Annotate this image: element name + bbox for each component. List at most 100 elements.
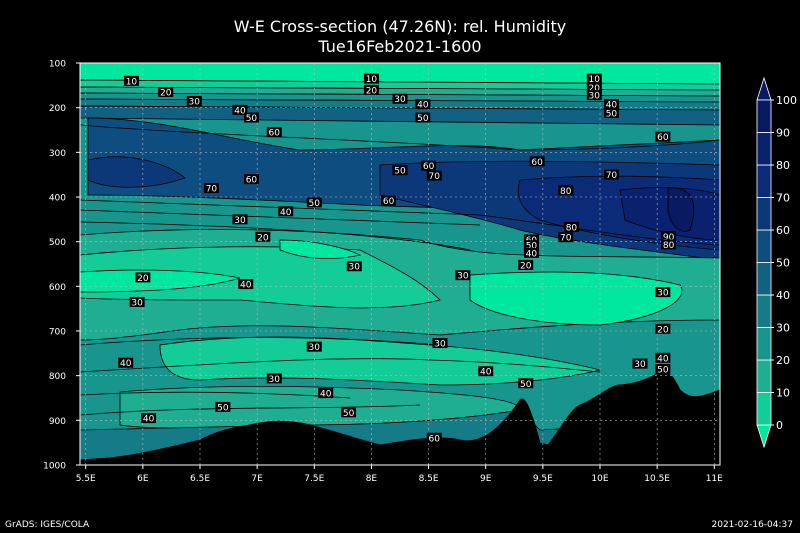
contour-label: 20 [589,84,601,94]
contour-label: 30 [309,343,321,353]
contour-label: 40 [120,359,132,369]
contour-label: 50 [606,110,618,120]
colorbar-segment [756,132,772,166]
chart-title: W-E Cross-section (47.26N): rel. Humidit… [233,17,567,36]
y-tick-label: 600 [49,283,66,293]
contour-label: 30 [394,95,406,105]
contour-label-bg [306,341,322,352]
contour-label-bg [415,112,431,123]
contour-label: 60 [383,197,395,207]
contour-label: 50 [309,199,321,209]
contour-label: 40 [606,101,618,111]
contour-label: 40 [417,101,429,111]
x-tick-label: 7E [251,474,263,484]
contour-label-bg [232,214,248,225]
chart-subtitle: Tue16Feb2021-1600 [318,37,482,56]
contour-label-bg [586,90,602,101]
contour-region-d7 [87,156,186,188]
contour-label: 50 [657,365,669,375]
contour-label: 50 [246,114,258,124]
contour-line [80,391,351,399]
colorbar-segment [756,164,772,198]
colorbar-label: 30 [776,322,790,335]
contour-label: 80 [566,223,578,233]
contour-label-bg [232,104,248,115]
contour-label-bg [661,231,677,242]
contour-line [80,358,601,373]
contour-label: 60 [423,162,435,172]
plot-frame [79,62,721,466]
humidity-field [80,63,720,465]
contour-label: 20 [366,86,378,96]
contour-label: 40 [480,368,492,378]
colorbar-segment [756,99,772,133]
contour-label: 80 [663,241,675,251]
gridlines [80,62,720,466]
contour-label-bg [455,270,471,281]
colorbar-segment [756,229,772,263]
colorbar-label: 70 [776,192,790,205]
contour-label-bg [306,197,322,208]
contour-label: 20 [137,274,149,284]
colorbar-label: 60 [776,224,790,237]
contour-label-bg [586,73,602,84]
contour-label-bg [266,373,282,384]
contour-label-bg [392,93,408,104]
contour-label-bg [518,378,534,389]
contour-label: 40 [526,249,538,259]
contour-line [80,209,481,226]
contour-label-bg [558,185,574,196]
contour-label: 70 [206,185,218,195]
contour-label-bg [141,413,157,424]
contour-label: 80 [560,187,572,197]
y-tick-label: 1000 [43,462,66,472]
colorbar-label: 50 [776,257,790,270]
contour-label: 40 [143,415,155,425]
contour-label: 50 [217,403,229,413]
contour-label: 30 [349,263,361,273]
contour-line [80,337,441,346]
footer-software-label: GrADS: IGES/COLA [5,520,90,530]
contour-label-bg [632,358,648,369]
contour-label: 40 [234,106,246,116]
contour-label-bg [655,287,671,298]
colorbar-segment [756,197,772,231]
colorbar-segment [756,359,772,393]
contour-label: 50 [343,409,355,419]
contour-label-bg [603,108,619,119]
contour-label-bg [426,170,442,181]
colorbar-label: 0 [776,419,783,432]
contour-label: 70 [606,171,618,181]
contour-label: 50 [394,167,406,177]
contour-label-bg [421,160,437,171]
contour-label: 20 [257,233,269,243]
colorbar-label: 80 [776,159,790,172]
contour-label: 40 [280,208,292,218]
contour-label-bg [603,169,619,180]
contour-label-bg [603,99,619,110]
contour-label: 30 [131,298,143,308]
contour-label-bg [523,240,539,251]
x-tick-label: 7.5E [304,474,324,484]
contour-label-bg [655,363,671,374]
contour-label-bg [655,352,671,363]
contour-label-bg [341,407,357,418]
contour-line [80,124,720,151]
contour-line [80,199,720,246]
contour-label-bg [518,259,534,270]
y-tick-label: 100 [49,60,66,70]
y-tick-label: 400 [49,194,66,204]
contour-label: 10 [366,75,378,85]
contour-label-bg [523,247,539,258]
contour-label: 60 [269,129,281,139]
contour-label-bg [186,95,202,106]
contour-label: 40 [657,354,669,364]
contour-label-bg [266,127,282,138]
colorbar-label: 100 [776,94,797,107]
x-tick-label: 9.5E [533,474,553,484]
contour-label: 30 [269,375,281,385]
contour-label-bg [255,231,271,242]
contour-line [80,404,421,416]
x-tick-label: 9E [480,474,492,484]
contour-label: 90 [663,233,675,243]
